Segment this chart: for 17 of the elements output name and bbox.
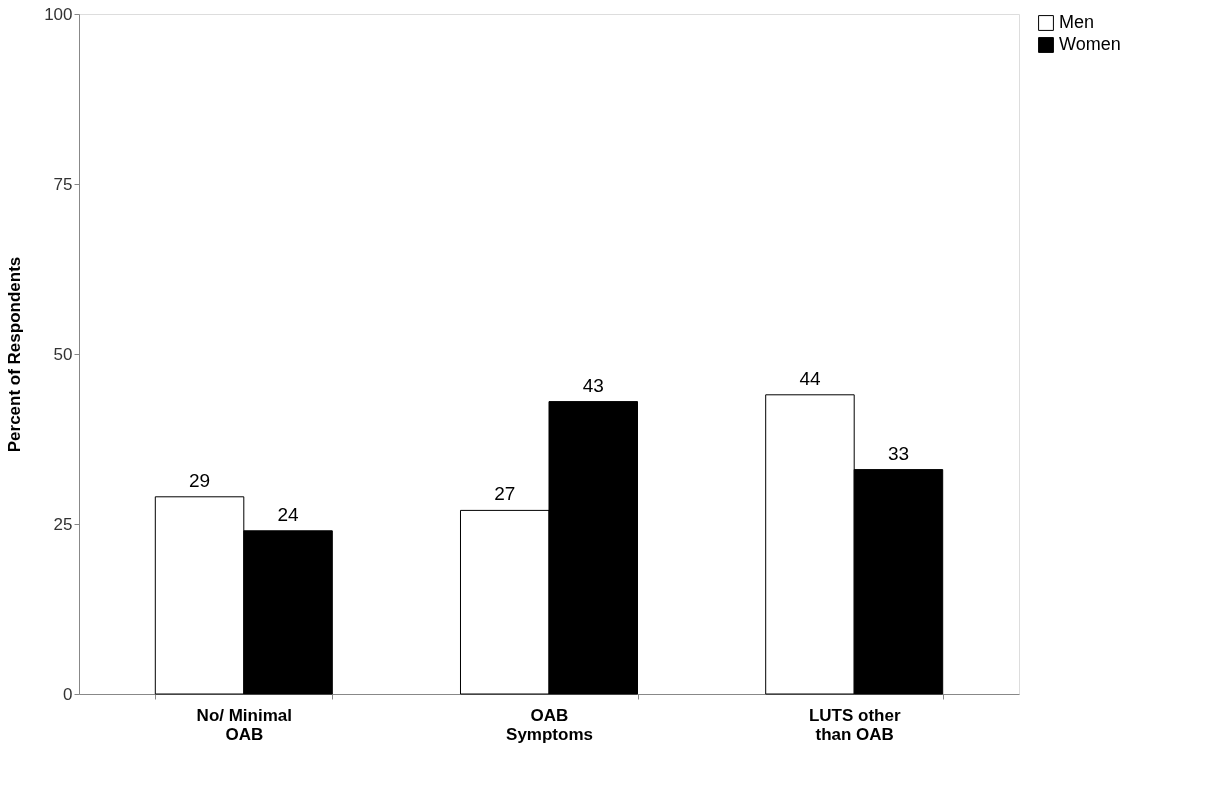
y-tick-label: 75 xyxy=(53,174,73,194)
data-label: 24 xyxy=(277,503,300,525)
x-tick-label: No/ Minimal OAB xyxy=(196,705,293,744)
legend-label: Women xyxy=(1059,34,1121,54)
y-tick-label: 50 xyxy=(53,344,73,364)
y-tick-label: 25 xyxy=(53,514,73,534)
x-tick-label: LUTS other than OAB xyxy=(808,705,901,744)
y-axis-title: Percent of Respondents xyxy=(5,256,25,453)
data-label: 33 xyxy=(887,442,910,464)
y-tick-label: 100 xyxy=(44,4,73,24)
data-label: 27 xyxy=(494,483,516,505)
legend-label: Men xyxy=(1059,12,1095,32)
x-tick-label: OAB Symptoms xyxy=(506,705,593,744)
data-label: 44 xyxy=(799,367,821,389)
y-tick-label: 0 xyxy=(63,684,73,704)
data-label: 29 xyxy=(188,469,211,491)
data-label: 43 xyxy=(582,374,604,396)
